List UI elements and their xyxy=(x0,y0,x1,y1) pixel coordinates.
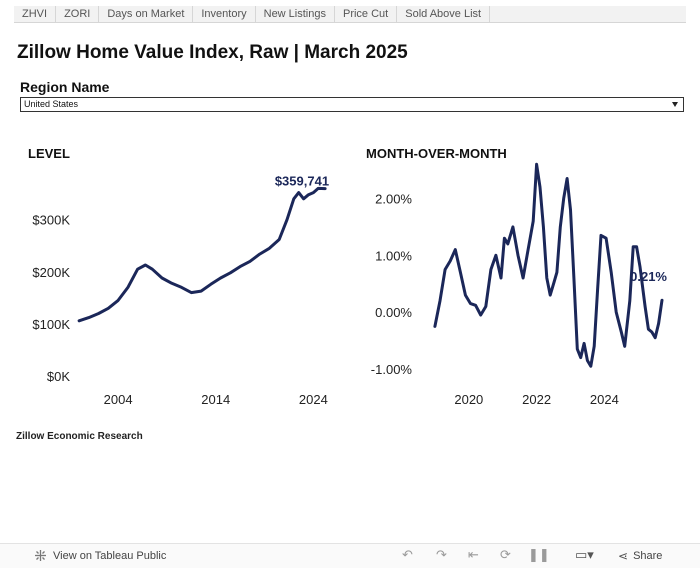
tableau-logo-icon xyxy=(35,550,46,561)
region-dropdown[interactable]: United States xyxy=(20,97,684,112)
view-on-tableau-link[interactable]: View on Tableau Public xyxy=(34,549,166,562)
mom-y-tick-label: 2.00% xyxy=(375,191,412,206)
tab-price-cut[interactable]: Price Cut xyxy=(335,6,398,22)
undo-icon[interactable]: ↶ xyxy=(402,547,413,562)
tab-zori[interactable]: ZORI xyxy=(56,6,100,22)
level-x-tick-label: 2014 xyxy=(201,392,230,407)
level-y-tick-label: $0K xyxy=(47,369,70,384)
dashboard-tab-bar: ZHVI ZORI Days on Market Inventory New L… xyxy=(14,6,686,23)
level-x-tick-label: 2004 xyxy=(104,392,133,407)
region-filter-label: Region Name xyxy=(20,79,110,95)
chevron-down-icon xyxy=(672,102,678,107)
level-y-tick-label: $200K xyxy=(32,265,70,280)
page-title: Zillow Home Value Index, Raw | March 202… xyxy=(17,42,408,63)
tab-inventory[interactable]: Inventory xyxy=(193,6,256,22)
level-y-tick-label: $300K xyxy=(32,213,70,228)
pause-icon[interactable]: ❚❚ xyxy=(528,547,550,562)
tab-sold-above-list[interactable]: Sold Above List xyxy=(397,6,491,22)
mom-x-tick-label: 2022 xyxy=(522,392,551,407)
source-note: Zillow Economic Research xyxy=(16,431,143,442)
mom-series-line xyxy=(433,162,664,368)
share-label: Share xyxy=(633,550,663,562)
region-dropdown-value: United States xyxy=(24,99,79,109)
mom-end-value-label: 0.21% xyxy=(630,269,667,284)
view-on-tableau-label: View on Tableau Public xyxy=(53,549,167,562)
mom-x-tick-label: 2020 xyxy=(454,392,483,407)
revert-icon[interactable]: ⇤ xyxy=(468,547,479,562)
mom-y-tick-label: 0.00% xyxy=(375,305,412,320)
mom-chart-title: MONTH-OVER-MONTH xyxy=(366,146,507,161)
level-end-value-label: $359,741 xyxy=(275,174,329,189)
share-button[interactable]: ⋖ Share xyxy=(618,549,662,563)
level-x-tick-label: 2024 xyxy=(299,392,328,407)
tableau-toolbar: View on Tableau Public ↶ ↷ ⇤ ⟳ ❚❚ ▭▾ ⋖ S… xyxy=(0,543,700,568)
tab-zhvi[interactable]: ZHVI xyxy=(14,6,57,22)
mom-x-tick-label: 2024 xyxy=(590,392,619,407)
download-icon[interactable]: ▭▾ xyxy=(575,547,594,562)
mom-y-tick-label: 1.00% xyxy=(375,248,412,263)
level-series-line xyxy=(77,186,327,323)
share-icon: ⋖ xyxy=(618,549,629,563)
tab-days-on-market[interactable]: Days on Market xyxy=(99,6,194,22)
level-y-tick-label: $100K xyxy=(32,317,70,332)
redo-icon[interactable]: ↷ xyxy=(436,547,447,562)
level-chart-title: LEVEL xyxy=(28,146,70,161)
refresh-icon[interactable]: ⟳ xyxy=(500,547,511,562)
tab-new-listings[interactable]: New Listings xyxy=(256,6,335,22)
mom-y-tick-label: -1.00% xyxy=(371,362,413,377)
